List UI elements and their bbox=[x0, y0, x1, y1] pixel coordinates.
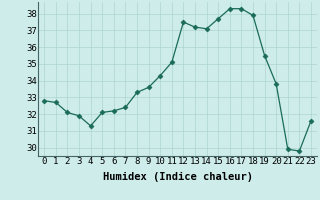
X-axis label: Humidex (Indice chaleur): Humidex (Indice chaleur) bbox=[103, 172, 252, 182]
